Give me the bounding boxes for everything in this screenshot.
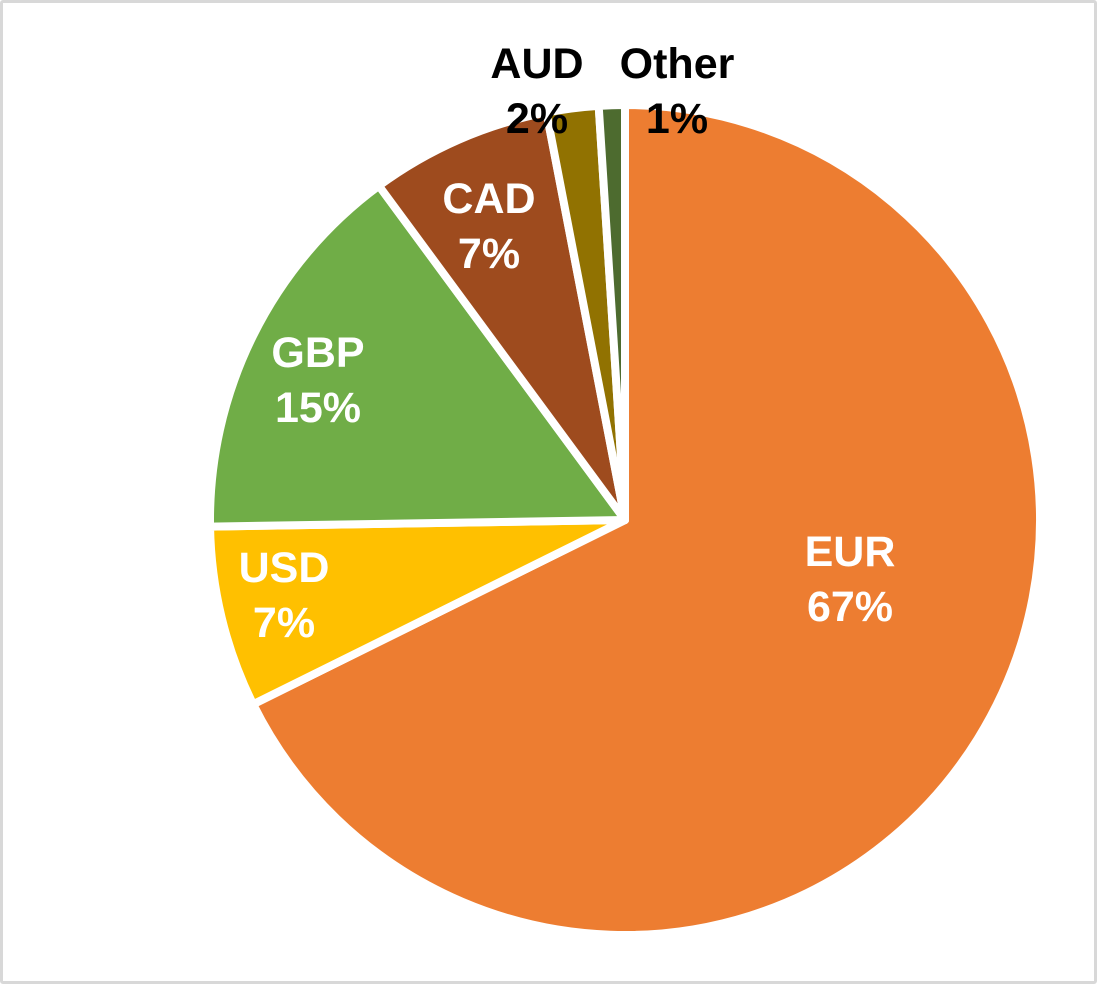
pie-slice-usd	[206, 516, 629, 709]
pie-slice-group	[206, 101, 1044, 939]
pie-slice-gbp	[206, 181, 629, 531]
pie-slice-other	[594, 101, 629, 524]
pie-chart-canvas	[206, 101, 1044, 939]
pie-slice-eur	[249, 101, 1044, 939]
